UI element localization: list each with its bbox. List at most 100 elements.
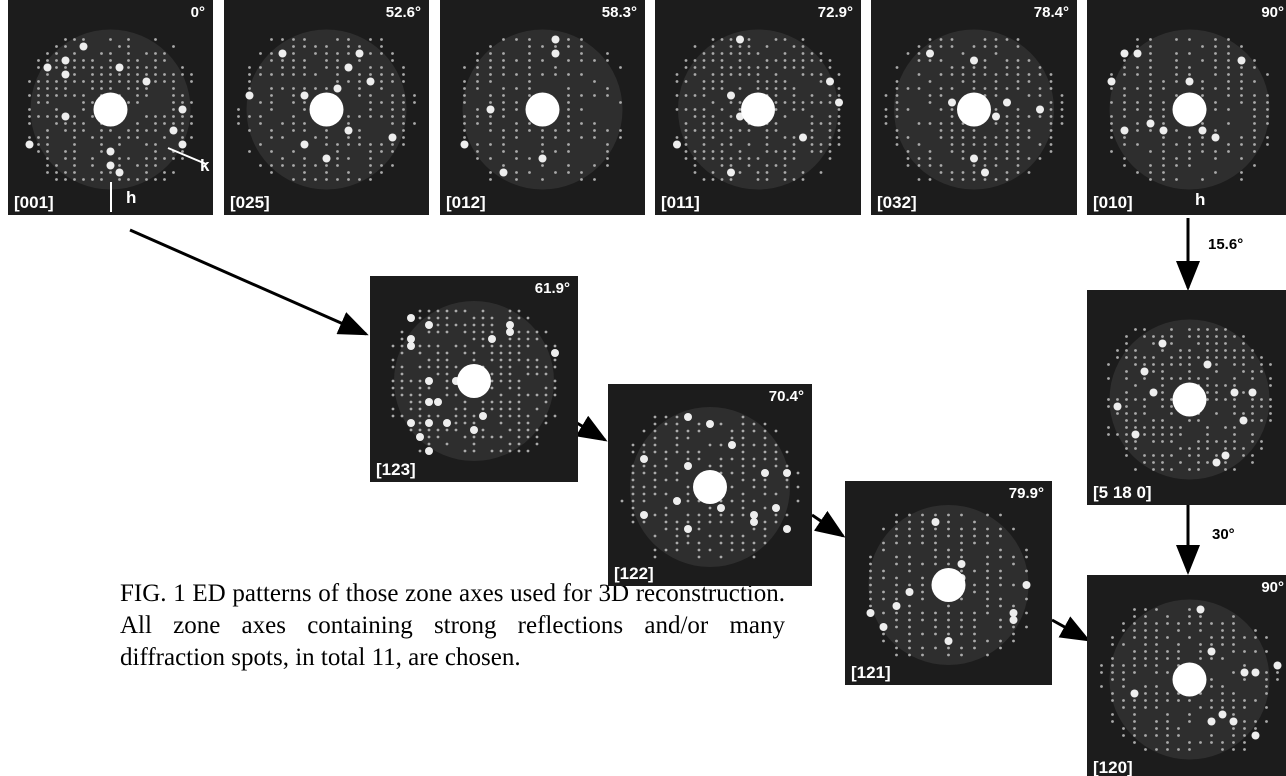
spot xyxy=(1161,391,1164,394)
spot xyxy=(446,373,449,376)
spot xyxy=(270,164,273,167)
spot xyxy=(1133,657,1136,660)
spot xyxy=(136,101,139,104)
spot xyxy=(811,122,814,125)
spot xyxy=(1028,115,1031,118)
spot xyxy=(446,366,449,369)
spot xyxy=(1188,713,1191,716)
spot xyxy=(369,101,372,104)
spot xyxy=(554,45,557,48)
spot xyxy=(489,73,492,76)
spot xyxy=(446,324,449,327)
spot xyxy=(437,436,440,439)
spot xyxy=(698,549,701,552)
spot xyxy=(885,108,888,111)
spot xyxy=(1188,136,1191,139)
spot xyxy=(292,115,295,118)
spot xyxy=(502,164,505,167)
spot xyxy=(270,73,273,76)
spot xyxy=(984,87,987,90)
spot xyxy=(820,150,823,153)
spot xyxy=(730,164,733,167)
spot xyxy=(1110,136,1113,139)
spot xyxy=(190,136,193,139)
spot xyxy=(270,108,273,111)
spot xyxy=(545,387,548,390)
spot xyxy=(1240,80,1243,83)
spot xyxy=(784,178,787,181)
spot xyxy=(757,66,760,69)
spot xyxy=(694,129,697,132)
spot xyxy=(1243,706,1246,709)
spot xyxy=(676,94,679,97)
spot xyxy=(62,71,70,79)
spot xyxy=(1232,741,1235,744)
spot xyxy=(118,45,121,48)
spot xyxy=(437,415,440,418)
central-beam xyxy=(1173,663,1207,697)
spot xyxy=(1170,426,1173,429)
spot xyxy=(973,626,976,629)
spot xyxy=(1152,440,1155,443)
spot xyxy=(687,521,690,524)
spot xyxy=(1269,405,1272,408)
zone-axis-label: [5 18 0] xyxy=(1093,483,1152,503)
ed-pattern: [122]70.4° xyxy=(608,384,812,586)
spot xyxy=(1260,447,1263,450)
spot xyxy=(1231,389,1239,397)
spot xyxy=(1253,150,1256,153)
spot xyxy=(951,73,954,76)
spot xyxy=(163,115,166,118)
spot xyxy=(703,143,706,146)
spot xyxy=(676,430,679,433)
spot xyxy=(1215,440,1218,443)
spot xyxy=(1114,403,1122,411)
caption: FIG. 1 ED patterns of those zone axes us… xyxy=(120,578,785,674)
spot xyxy=(764,542,767,545)
spot xyxy=(554,345,557,348)
spot xyxy=(401,345,404,348)
spot xyxy=(1240,94,1243,97)
spot xyxy=(100,80,103,83)
spot xyxy=(1233,468,1236,471)
spot xyxy=(518,429,521,432)
spot xyxy=(703,178,706,181)
spot xyxy=(248,73,251,76)
spot xyxy=(703,66,706,69)
spot xyxy=(463,94,466,97)
spot xyxy=(37,87,40,90)
spot xyxy=(392,394,395,397)
spot xyxy=(518,401,521,404)
spot xyxy=(748,129,751,132)
spot xyxy=(314,178,317,181)
ed-pattern: [5 18 0] xyxy=(1087,290,1286,505)
spot xyxy=(118,143,121,146)
spot xyxy=(464,324,467,327)
spot xyxy=(687,500,690,503)
spot xyxy=(527,422,530,425)
spot xyxy=(709,521,712,524)
spot xyxy=(380,171,383,174)
spot xyxy=(73,73,76,76)
spot xyxy=(154,143,157,146)
zone-axis-label: [010] xyxy=(1093,193,1133,213)
spot xyxy=(1269,398,1272,401)
spot xyxy=(739,87,742,90)
spot xyxy=(248,115,251,118)
spot xyxy=(145,129,148,132)
spot xyxy=(567,101,570,104)
spot xyxy=(1155,699,1158,702)
spot xyxy=(684,413,692,421)
spot xyxy=(1232,650,1235,653)
spot xyxy=(1012,640,1015,643)
spot xyxy=(528,157,531,160)
spot xyxy=(643,451,646,454)
spot xyxy=(1162,80,1165,83)
spot xyxy=(1188,608,1191,611)
spot xyxy=(237,115,240,118)
spot xyxy=(1253,115,1256,118)
spot xyxy=(1254,720,1257,723)
spot xyxy=(107,148,115,156)
spot xyxy=(425,377,433,385)
spot xyxy=(391,150,394,153)
